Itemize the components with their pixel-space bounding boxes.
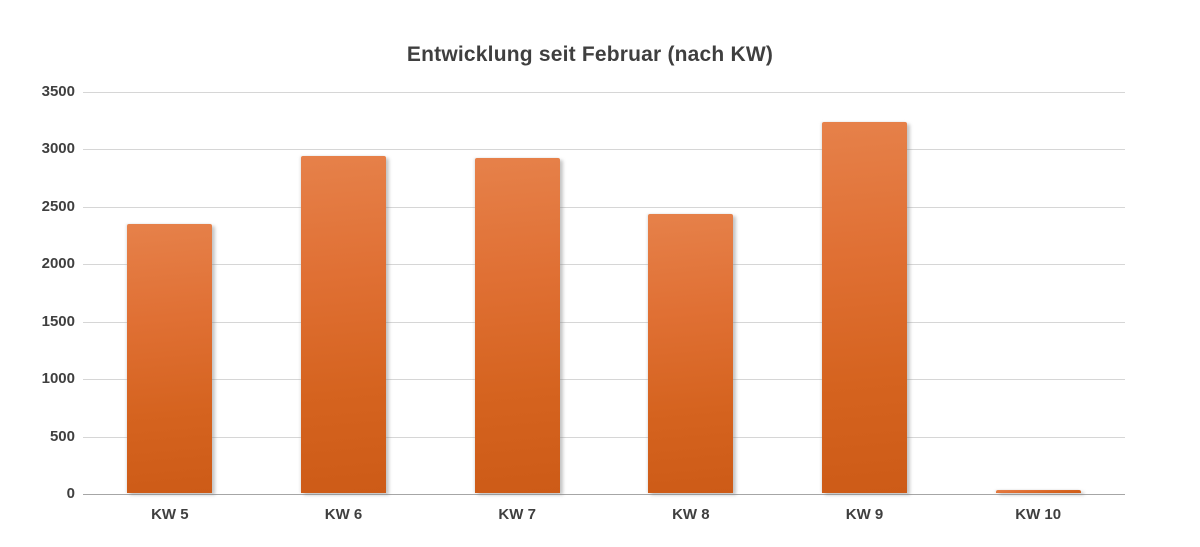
chart-title: Entwicklung seit Februar (nach KW) xyxy=(406,43,774,66)
x-tick-label-kw-10: KW 10 xyxy=(1015,506,1062,523)
bar-kw-9 xyxy=(822,122,907,493)
y-tick-label-3500: 3500 xyxy=(41,83,75,100)
x-tick-label-kw-5: KW 5 xyxy=(151,506,189,523)
y-tick-label-3000: 3000 xyxy=(41,140,75,158)
gridline-2000 xyxy=(83,264,1125,266)
plot-area xyxy=(83,92,1125,495)
y-tick-label-2500: 2500 xyxy=(41,197,75,215)
x-tick-label-kw-8: KW 8 xyxy=(672,506,710,523)
x-tick-label-kw-7: KW 7 xyxy=(498,506,536,523)
y-tick-label-500: 500 xyxy=(49,427,75,445)
bar-kw-7 xyxy=(474,157,560,493)
y-tick-label-1000: 1000 xyxy=(41,370,75,388)
bar-kw-5 xyxy=(127,224,213,493)
gridline-3500 xyxy=(83,92,1125,93)
gridline-2500 xyxy=(83,206,1125,208)
y-tick-label-2000: 2000 xyxy=(41,255,75,273)
gridline-3000 xyxy=(83,149,1125,151)
gridline-1000 xyxy=(83,379,1125,381)
x-tick-label-kw-9: KW 9 xyxy=(845,506,884,523)
bar-kw-10 xyxy=(995,489,1081,493)
x-tick-label-kw-6: KW 6 xyxy=(324,506,363,523)
y-tick-label-1500: 1500 xyxy=(41,312,75,330)
x-axis-line xyxy=(83,494,1125,495)
bar-kw-6 xyxy=(301,156,386,493)
gridline-500 xyxy=(83,436,1125,438)
bar-kw-8 xyxy=(648,213,734,493)
y-tick-label-0: 0 xyxy=(66,485,75,502)
gridline-1500 xyxy=(83,321,1125,323)
